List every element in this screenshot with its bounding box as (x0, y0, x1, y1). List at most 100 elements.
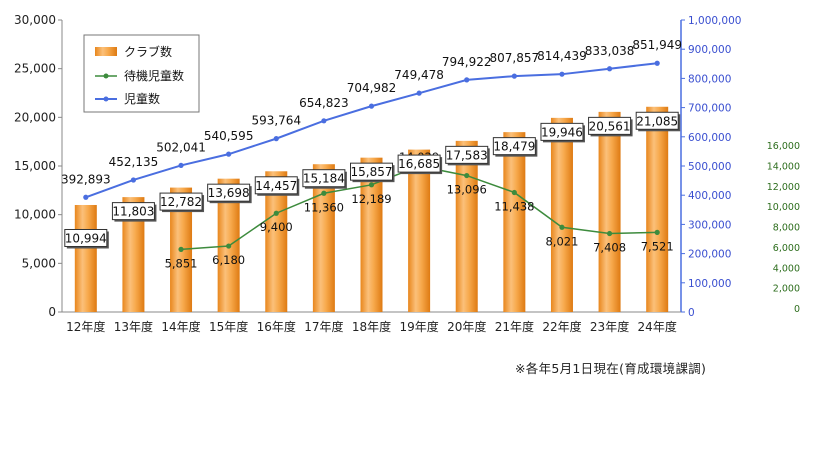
left-tick-label: 20,000 (14, 110, 56, 124)
right2-tick-label: 2,000 (773, 284, 800, 295)
children-data-label: 749,478 (394, 68, 444, 82)
bar-data-label: 15,184 (303, 172, 345, 186)
x-category-label: 17年度 (304, 319, 343, 334)
right1-tick-label: 0 (688, 307, 695, 319)
bar-club-13年度 (122, 197, 145, 312)
bar-club-12年度 (74, 204, 97, 312)
bar-data-label: 11,803 (112, 205, 154, 219)
children-data-label: 807,857 (490, 51, 540, 65)
right-axis-1-ticks: 0 100,000 200,000 300,000 400,000 500,000 600,… (681, 15, 741, 319)
children-point (178, 162, 184, 169)
children-data-label: 540,595 (204, 129, 254, 143)
line-waiting-children: 5,8516,1809,40011,36012,18914,02913,0961… (165, 150, 674, 270)
children-point (559, 71, 565, 77)
waiting-data-label: 11,438 (494, 199, 534, 213)
bar-label-box (445, 145, 489, 164)
waiting-point (273, 210, 279, 216)
waiting-point (321, 190, 327, 196)
x-category-label: 20年度 (447, 319, 486, 334)
bar-club-22年度 (550, 117, 573, 312)
bar-label-box (111, 202, 155, 221)
right2-tick-label: 14,000 (767, 161, 800, 172)
bar-label-box (540, 122, 584, 141)
children-point (511, 73, 517, 79)
legend-swatch-bar (95, 47, 117, 56)
bar-data-label: 18,479 (493, 140, 535, 154)
children-data-label: 392,893 (61, 172, 111, 186)
waiting-point (226, 243, 232, 249)
right1-tick-label: 500,000 (688, 161, 731, 173)
children-point (416, 90, 422, 96)
children-data-label: 851,949 (632, 38, 682, 52)
legend-swatch-waiting-marker (103, 73, 109, 79)
bar-data-label: 17,583 (446, 148, 488, 162)
bar-data-label: 21,085 (636, 114, 678, 128)
waiting-point (511, 189, 517, 196)
right1-tick-label: 400,000 (688, 190, 731, 202)
x-category-label: 23年度 (590, 319, 629, 334)
bar-data-label: 10,994 (65, 231, 107, 245)
x-category-label: 16年度 (257, 319, 296, 334)
waiting-data-label: 11,360 (304, 200, 344, 214)
x-category-label: 14年度 (161, 319, 200, 334)
waiting-data-label: 7,408 (593, 241, 626, 255)
left-tick-label: 0 (48, 305, 56, 319)
right1-tick-label: 100,000 (688, 278, 731, 290)
left-axis-ticks: 0 5,000 10,000 15,000 20,000 25,000 30,000 (14, 13, 62, 319)
children-data-label: 833,038 (585, 44, 635, 58)
bar-club-17年度 (312, 164, 335, 312)
children-point (83, 194, 89, 200)
bar-label-box (397, 154, 441, 173)
bar-data-labels: 10,994 11,803 12,782 13,698 14,457 15,184 15,8… (64, 111, 681, 249)
waiting-data-label: 9,400 (260, 220, 293, 234)
children-point (654, 60, 660, 66)
right1-tick-label: 1,000,000 (688, 15, 741, 27)
left-tick-label: 30,000 (14, 13, 56, 27)
left-tick-label: 10,000 (14, 208, 56, 222)
right2-tick-label: 8,000 (773, 223, 800, 234)
children-point (130, 177, 137, 183)
x-category-label: 15年度 (209, 319, 248, 334)
children-data-label: 654,823 (299, 96, 349, 110)
bar-data-label: 16,685 (398, 157, 440, 171)
waiting-point (368, 182, 375, 188)
bar-label-box (492, 137, 536, 156)
right2-tick-label: 16,000 (767, 141, 800, 152)
waiting-point (464, 172, 470, 179)
bar-label-box (254, 176, 298, 195)
legend-label-club: クラブ数 (124, 44, 172, 59)
bar-label-box (159, 192, 203, 211)
children-data-label: 814,439 (537, 49, 587, 63)
bar-club-19年度 (408, 149, 431, 312)
right2-tick-label: 0 (794, 304, 800, 315)
children-point (606, 66, 613, 72)
x-category-label: 18年度 (352, 319, 391, 334)
bar-label-box (635, 111, 679, 130)
waiting-data-label: 7,521 (641, 239, 674, 253)
left-tick-label: 5,000 (22, 256, 56, 270)
children-data-label: 704,982 (347, 81, 397, 95)
children-point (368, 103, 375, 109)
bar-club-24年度 (646, 106, 669, 312)
legend-swatch-children-marker (103, 96, 109, 102)
x-category-label: 22年度 (542, 319, 581, 334)
children-data-label: 452,135 (109, 155, 159, 169)
right2-tick-label: 10,000 (767, 202, 800, 213)
x-category-label: 24年度 (638, 319, 677, 334)
bar-data-label: 12,782 (160, 195, 202, 209)
bar-data-label: 13,698 (208, 186, 250, 200)
left-tick-label: 25,000 (14, 62, 56, 76)
bar-club-20年度 (455, 140, 478, 312)
bar-data-label: 19,946 (541, 125, 583, 139)
right1-tick-label: 700,000 (688, 103, 731, 115)
bar-club-18年度 (360, 157, 383, 312)
legend-label-children: 児童数 (124, 91, 160, 106)
legend-label-waiting: 待機児童数 (124, 68, 184, 83)
x-category-label: 21年度 (495, 319, 534, 334)
waiting-data-label: 5,851 (165, 256, 198, 270)
right1-tick-label: 300,000 (688, 219, 731, 231)
bar-data-label: 14,457 (255, 179, 297, 193)
x-axis-categories: 12年度 13年度 14年度 15年度 16年度 17年度 18年度 19年度 20年度 21年度… (66, 319, 677, 334)
